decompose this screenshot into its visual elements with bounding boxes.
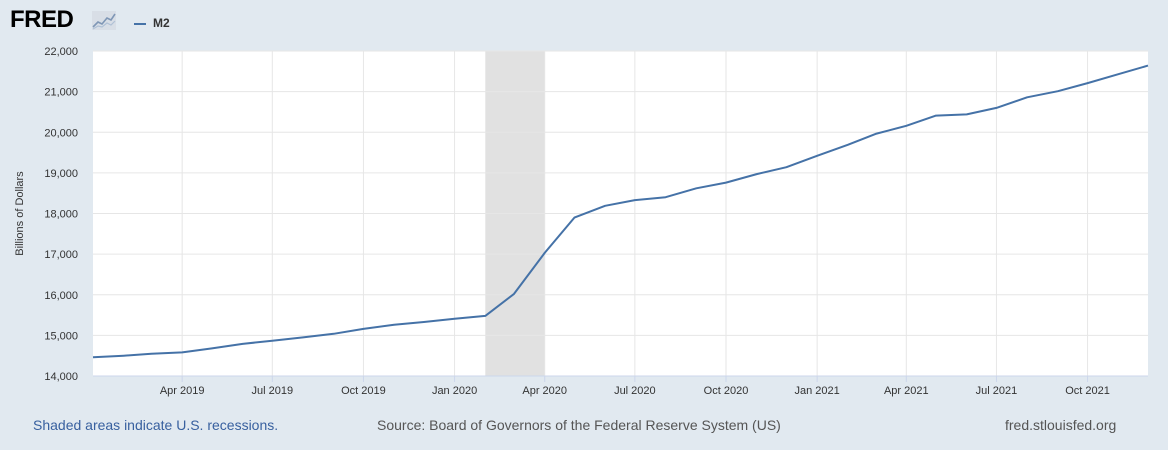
- x-tick-label-9: Jul 2021: [976, 385, 1018, 397]
- data-point-0-22[interactable]: [754, 171, 760, 177]
- series-line-0[interactable]: [92, 64, 1149, 359]
- data-point-0-1[interactable]: [121, 353, 127, 359]
- data-point-0-29[interactable]: [964, 111, 970, 117]
- y-tick-label-3: 17,000: [44, 249, 78, 261]
- data-point-0-24[interactable]: [814, 153, 820, 159]
- x-tick-label-6: Oct 2020: [704, 385, 749, 397]
- site-link[interactable]: fred.stlouisfed.org: [1005, 417, 1117, 433]
- y-tick-label-0: 14,000: [44, 371, 78, 383]
- data-point-0-0[interactable]: [90, 354, 96, 360]
- data-point-0-12[interactable]: [452, 316, 458, 322]
- data-point-0-17[interactable]: [602, 203, 608, 209]
- data-point-0-20[interactable]: [693, 185, 699, 191]
- y-tick-label-1: 15,000: [44, 330, 78, 342]
- data-point-0-27[interactable]: [903, 123, 909, 129]
- data-point-0-33[interactable]: [1085, 80, 1091, 86]
- data-point-0-5[interactable]: [240, 341, 246, 347]
- gridlines: [93, 50, 1148, 377]
- data-point-0-21[interactable]: [723, 180, 729, 186]
- x-tick-label-3: Jan 2020: [432, 385, 477, 397]
- x-axis: Apr 2019 Jul 2019 Oct 2019 Jan 2020 Apr 2020…: [93, 375, 1148, 397]
- data-point-0-25[interactable]: [845, 142, 851, 148]
- x-tick-label-1: Jul 2019: [252, 385, 294, 397]
- data-point-0-3[interactable]: [179, 349, 185, 355]
- data-point-0-28[interactable]: [933, 113, 939, 119]
- data-point-0-16[interactable]: [571, 215, 577, 221]
- data-point-0-32[interactable]: [1055, 88, 1061, 94]
- data-point-0-7[interactable]: [300, 334, 306, 340]
- y-tick-label-4: 18,000: [44, 209, 78, 221]
- data-point-0-11[interactable]: [421, 319, 427, 325]
- data-point-0-19[interactable]: [663, 194, 669, 200]
- legend-label: M2: [153, 16, 170, 30]
- data-point-0-9[interactable]: [360, 326, 366, 332]
- data-point-0-30[interactable]: [993, 105, 999, 111]
- y-axis: 14,000 15,000 16,000 17,000 18,000 19,000 20,0…: [44, 46, 78, 383]
- legend-line-swatch: [134, 23, 146, 25]
- data-point-0-35[interactable]: [1145, 63, 1151, 69]
- data-point-0-10[interactable]: [391, 322, 397, 328]
- data-point-0-23[interactable]: [783, 164, 789, 170]
- x-tick-label-0: Apr 2019: [160, 385, 205, 397]
- y-tick-label-2: 16,000: [44, 290, 78, 302]
- x-tick-label-8: Apr 2021: [884, 385, 929, 397]
- y-tick-label-6: 20,000: [44, 127, 78, 139]
- x-tick-label-10: Oct 2021: [1065, 385, 1110, 397]
- data-point-0-15[interactable]: [542, 250, 548, 256]
- fred-logo[interactable]: FRED: [10, 6, 74, 33]
- x-tick-label-5: Jul 2020: [614, 385, 656, 397]
- recession-note[interactable]: Shaded areas indicate U.S. recessions.: [33, 417, 279, 433]
- data-point-0-34[interactable]: [1115, 71, 1121, 77]
- data-point-0-2[interactable]: [148, 351, 154, 357]
- x-tick-label-2: Oct 2019: [341, 385, 386, 397]
- data-point-0-4[interactable]: [209, 345, 215, 351]
- series-layer: [90, 63, 1151, 360]
- x-tick-label-7: Jan 2021: [795, 385, 840, 397]
- data-point-0-8[interactable]: [331, 331, 337, 337]
- data-point-0-26[interactable]: [873, 131, 879, 137]
- data-point-0-14[interactable]: [511, 291, 517, 297]
- data-point-0-18[interactable]: [632, 197, 638, 203]
- y-tick-label-7: 21,000: [44, 87, 78, 99]
- data-point-0-31[interactable]: [1024, 94, 1030, 100]
- line-chart-icon: [92, 11, 116, 30]
- data-point-0-13[interactable]: [482, 313, 488, 319]
- source-note: Source: Board of Governors of the Federa…: [377, 417, 781, 433]
- y-tick-label-8: 22,000: [44, 46, 78, 58]
- y-axis-title: Billions of Dollars: [14, 171, 26, 256]
- y-tick-label-5: 19,000: [44, 168, 78, 180]
- x-tick-label-4: Apr 2020: [522, 385, 567, 397]
- data-point-0-6[interactable]: [269, 338, 275, 344]
- chart-header: FRED M2: [10, 6, 410, 36]
